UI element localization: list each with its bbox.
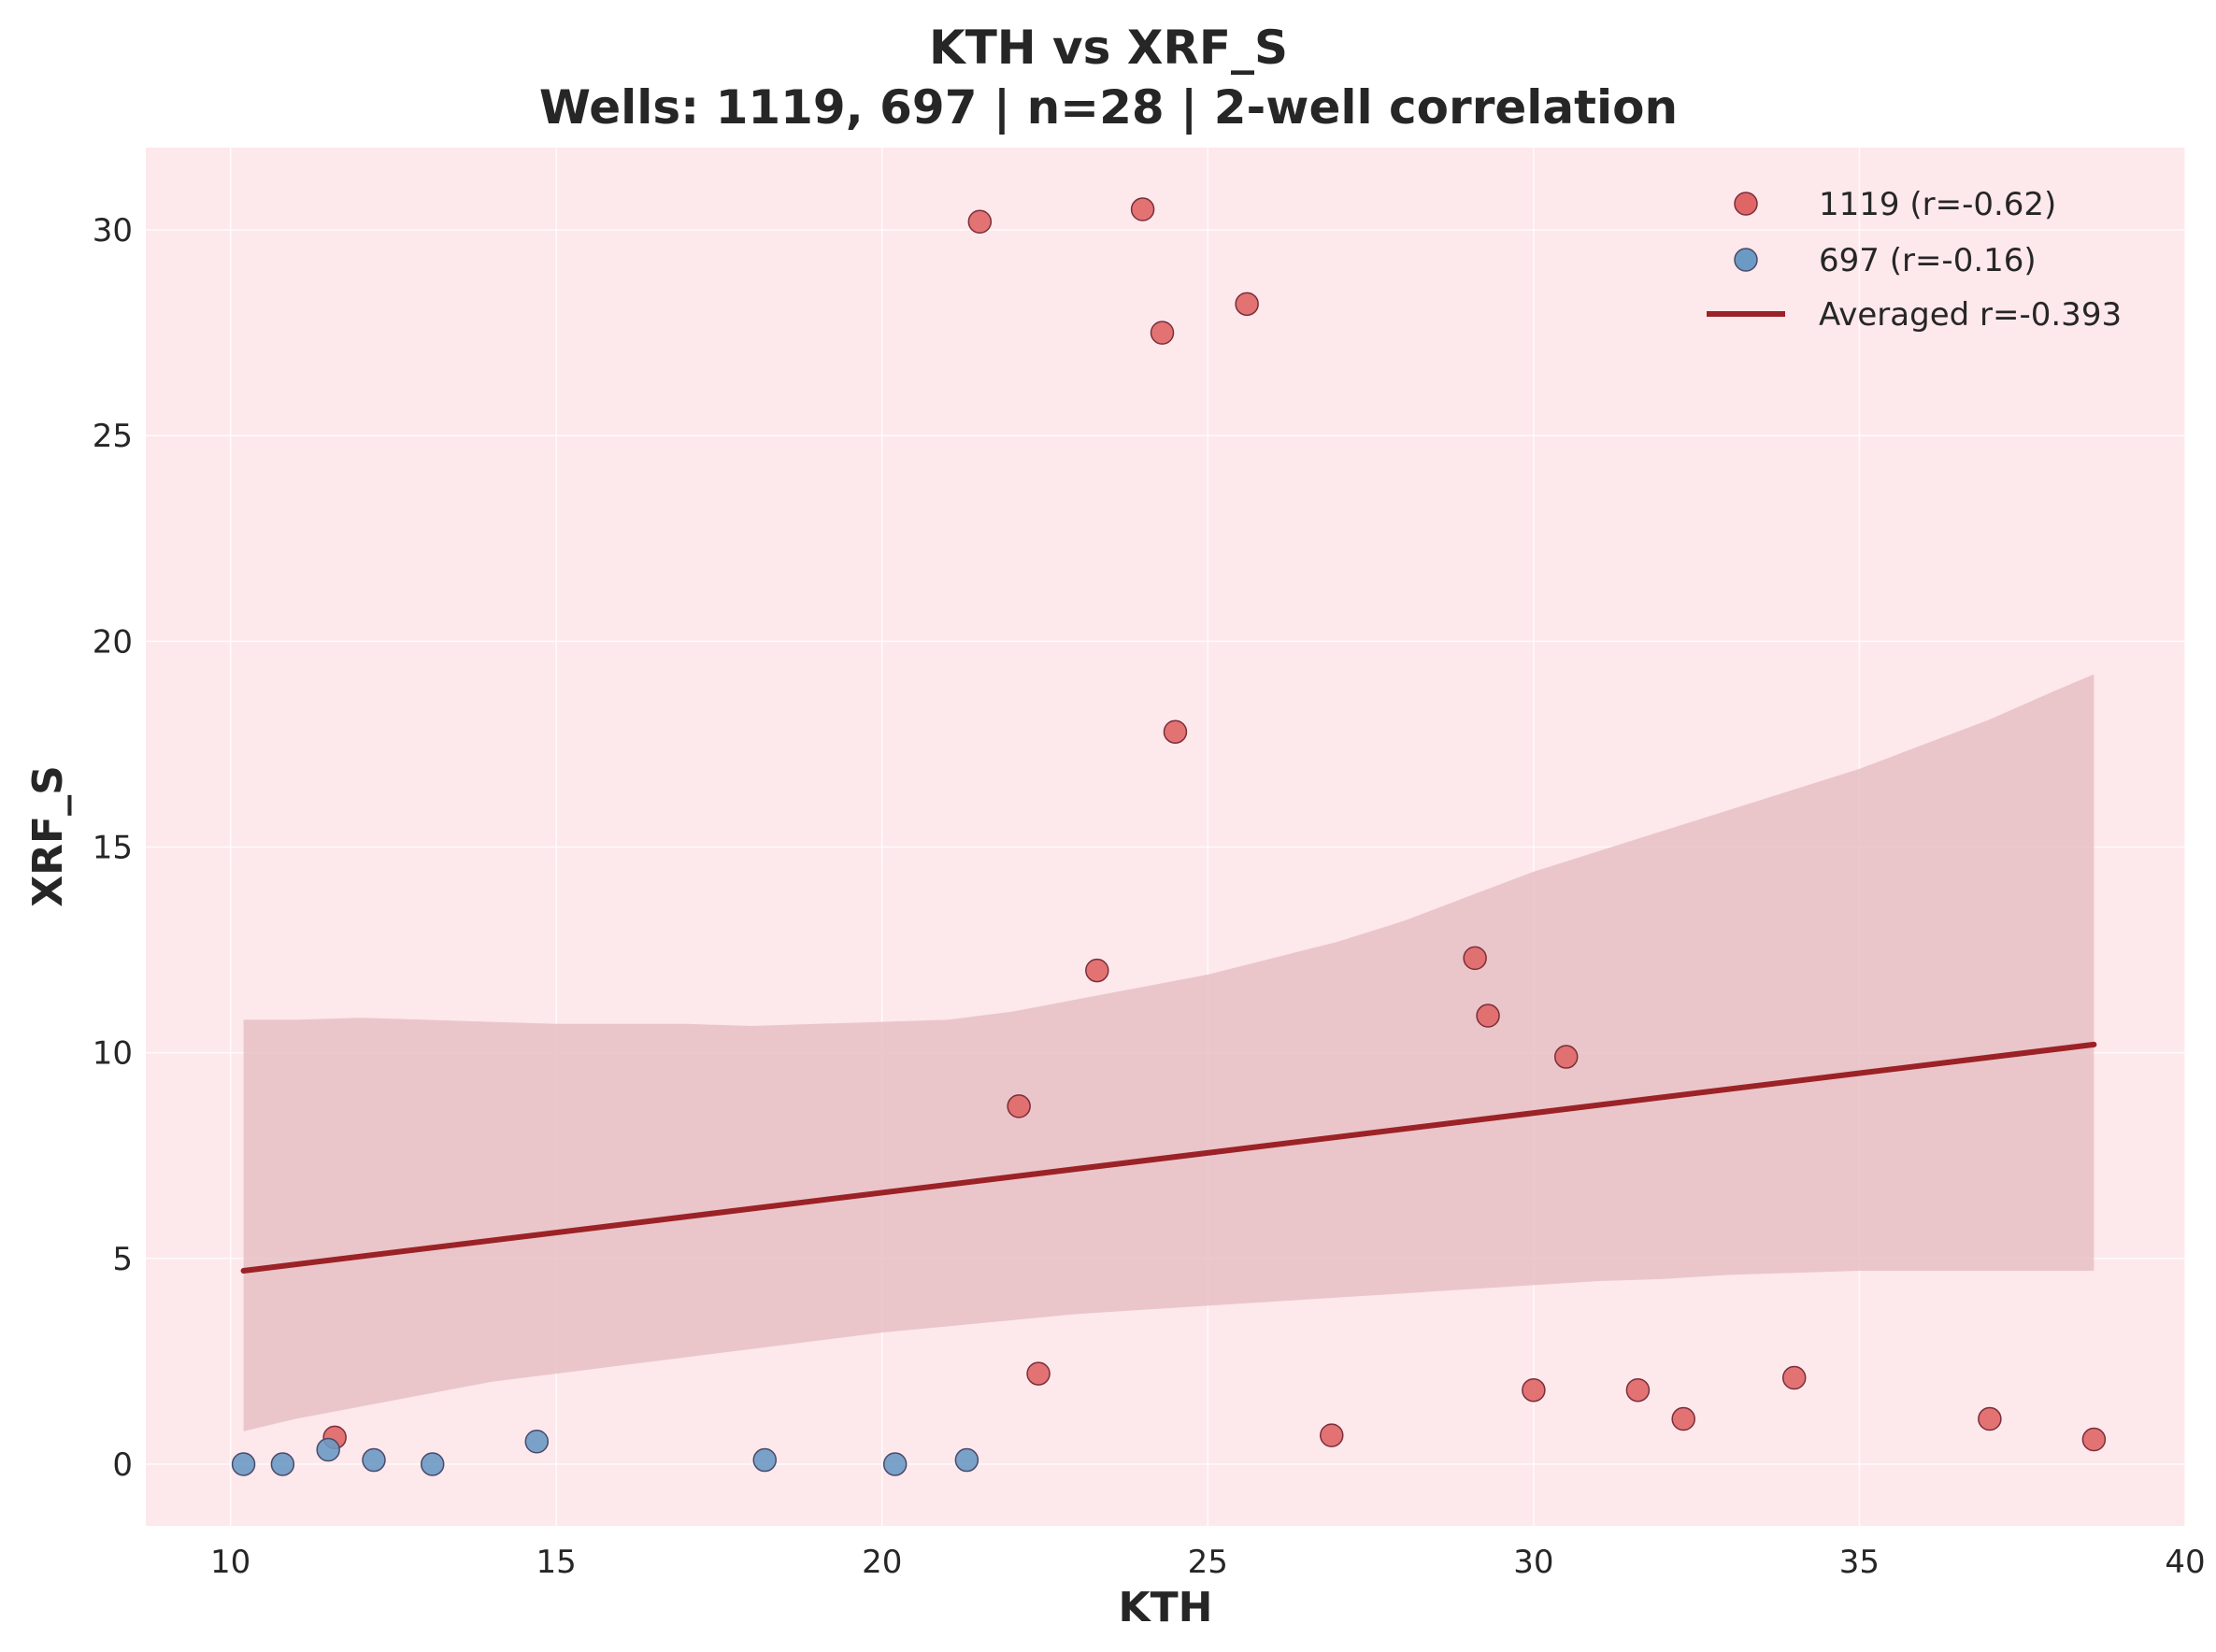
y-tick-label: 0	[112, 1446, 133, 1484]
y-tick-label: 25	[93, 418, 133, 455]
x-tick-label: 35	[1839, 1544, 1880, 1581]
y-tick-label: 15	[93, 830, 133, 867]
point-well-697	[752, 1447, 778, 1473]
point-well-1119	[1553, 1045, 1579, 1069]
point-well-697	[524, 1429, 550, 1454]
legend-label-1119: 1119 (r=-0.62)	[1819, 186, 2056, 223]
point-well-1119	[1007, 1094, 1031, 1118]
point-well-1119	[2081, 1427, 2107, 1452]
x-tick-label: 30	[1513, 1544, 1553, 1581]
point-well-697	[882, 1452, 908, 1476]
x-tick-label: 20	[862, 1544, 902, 1581]
x-axis-label: KTH	[1119, 1584, 1213, 1631]
x-tick-label: 40	[2165, 1544, 2205, 1581]
point-well-1119	[1476, 1004, 1500, 1028]
y-axis-label: XRF_S	[24, 765, 72, 907]
point-well-1119	[1522, 1377, 1546, 1403]
confidence-band-area	[243, 674, 2094, 1431]
point-well-1119	[1671, 1406, 1695, 1431]
confidence-band	[243, 674, 2094, 1431]
legend: 1119 (r=-0.62) 697 (r=-0.16) Averaged r=…	[1707, 186, 2122, 334]
point-well-1119	[1781, 1365, 1807, 1390]
x-tick-label: 10	[210, 1544, 250, 1581]
point-well-697	[362, 1447, 386, 1473]
point-well-697	[231, 1452, 256, 1476]
point-well-1119	[1625, 1377, 1651, 1403]
fit-line-group	[240, 1041, 2097, 1275]
point-well-1119	[1085, 958, 1109, 983]
legend-label-average: Averaged r=-0.393	[1819, 296, 2122, 334]
point-well-697	[954, 1447, 979, 1473]
legend-marker-697	[1734, 248, 1758, 272]
point-well-1119	[1978, 1406, 2002, 1431]
fit-line	[240, 1041, 2097, 1275]
y-tick-label: 30	[93, 212, 133, 249]
data-points	[231, 197, 2107, 1476]
point-well-1119	[1026, 1361, 1051, 1386]
point-well-697	[270, 1452, 295, 1476]
x-axis-ticks: 10 15 20 25 30 35 40	[210, 1544, 2206, 1581]
point-well-1119	[1150, 320, 1175, 345]
point-well-697	[420, 1452, 445, 1476]
point-well-1119	[1235, 292, 1259, 317]
point-well-1119	[1463, 946, 1487, 971]
legend-label-697: 697 (r=-0.16)	[1819, 242, 2037, 279]
y-tick-label: 5	[112, 1241, 133, 1278]
point-well-1119	[1163, 719, 1188, 744]
point-well-1119	[1320, 1423, 1344, 1447]
y-tick-label: 20	[93, 623, 133, 661]
y-axis-ticks: 0 5 10 15 20 25 30	[93, 212, 133, 1484]
x-tick-label: 15	[536, 1544, 577, 1581]
chart-title: KTH vs XRF_S	[929, 21, 1288, 75]
x-tick-label: 25	[1188, 1544, 1228, 1581]
point-well-697	[316, 1437, 340, 1462]
chart-subtitle: Wells: 1119, 697 | n=28 | 2-well correla…	[539, 80, 1678, 135]
legend-marker-1119	[1734, 192, 1758, 216]
y-tick-label: 10	[93, 1035, 133, 1073]
point-well-1119	[1130, 197, 1155, 221]
point-well-1119	[967, 209, 993, 235]
